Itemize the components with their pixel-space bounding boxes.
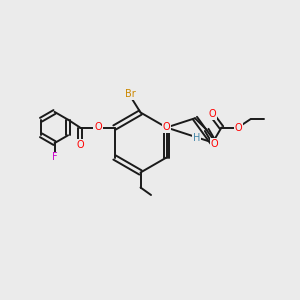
Text: Br: Br [124, 89, 135, 100]
Text: O: O [211, 139, 218, 149]
Text: O: O [94, 122, 102, 133]
Text: H: H [193, 133, 200, 143]
Text: F: F [52, 152, 57, 163]
Text: O: O [76, 140, 84, 150]
Text: O: O [163, 122, 170, 133]
Text: O: O [208, 109, 216, 119]
Text: O: O [235, 122, 242, 133]
